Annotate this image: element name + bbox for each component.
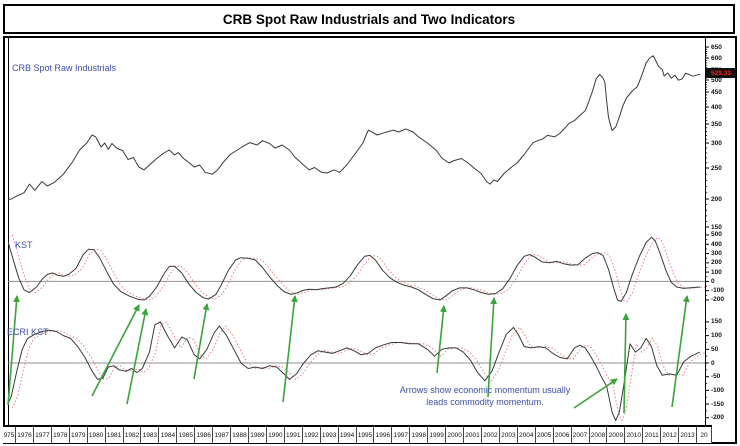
x-axis-year-label: 2013 (679, 427, 698, 443)
x-axis-year-label: 2003 (500, 427, 518, 443)
annotation-line-2: leads commodity momentum. (426, 397, 544, 407)
y-axis-tick-label: 300 (711, 250, 722, 258)
y-axis-tick-label: 200 (711, 195, 722, 203)
x-axis-year-label: 2002 (482, 427, 500, 443)
x-axis-year-label: 1989 (249, 427, 267, 443)
y-axis-tick-label: 0 (711, 277, 715, 285)
last-price-badge: 529.33 (706, 68, 736, 78)
y-axis-tick-label: 100 (711, 268, 722, 276)
x-axis-year-label: 2000 (446, 427, 465, 443)
y-axis-tick-label: 150 (711, 318, 722, 326)
price-series-label: CRB Spot Raw Industrials (12, 63, 117, 73)
x-axis-year-label: 2012 (661, 427, 680, 443)
x-axis-year-label: 975 (3, 427, 16, 443)
x-axis-year-label: 1979 (70, 427, 88, 443)
annotation-line-1: Arrows show economic momentum usually (399, 385, 571, 395)
x-axis-year-label: 1993 (321, 427, 339, 443)
annotation-text: Arrows show economic momentum usually le… (355, 384, 615, 408)
x-axis-year-label: 2009 (607, 427, 626, 443)
x-axis-year-label: 1994 (339, 427, 357, 443)
x-axis-year-label: 1995 (357, 427, 375, 443)
y-axis-tick-label: 500 (711, 76, 722, 84)
y-axis-tick-label: 250 (711, 164, 722, 172)
y-axis-tick-label: 0 (711, 359, 715, 367)
x-axis-year-label: 1988 (231, 427, 249, 443)
y-axis-tick-label: -50 (711, 373, 721, 381)
y-axis-tick-label: 450 (711, 88, 722, 96)
x-axis-year-label: 2001 (464, 427, 482, 443)
y-axis-tick-label: 400 (711, 103, 722, 111)
x-axis-year-label: 1980 (88, 427, 106, 443)
x-axis-year-label: 20 (697, 427, 713, 443)
y-axis-tick-label: -150 (711, 400, 725, 408)
x-axis-year-label: 1978 (52, 427, 70, 443)
y-axis-tick-label: 200 (711, 259, 722, 267)
x-axis-year-label: 2011 (643, 427, 662, 443)
x-axis-year-label: 1998 (410, 427, 429, 443)
y-axis-tick-label: 50 (711, 345, 719, 353)
x-axis-year-label: 1982 (124, 427, 142, 443)
y-axis-tick-label: 600 (711, 54, 722, 62)
x-axis-year-label: 2007 (572, 427, 590, 443)
x-axis-year-label: 2004 (518, 427, 536, 443)
x-axis-year-label: 2010 (625, 427, 644, 443)
chart-title-box: CRB Spot Raw Industrials and Two Indicat… (3, 4, 735, 34)
x-axis-year-label: 1977 (34, 427, 52, 443)
x-axis-year-label: 1976 (16, 427, 34, 443)
chart-area-border (3, 36, 737, 444)
ecri-series-label: ECRI KST (7, 327, 49, 337)
x-axis-year-label: 2005 (536, 427, 554, 443)
x-axis-year-label: 2008 (590, 427, 608, 443)
y-axis-tick-label: 100 (711, 332, 722, 340)
x-axis-year-label: 1991 (285, 427, 303, 443)
x-axis-year-label: 1997 (392, 427, 411, 443)
y-axis-tick-label: 350 (711, 120, 722, 128)
x-axis-year-label: 1987 (213, 427, 232, 443)
kst-series-label: KST (15, 240, 33, 250)
x-axis-year-label: 1986 (195, 427, 214, 443)
y-axis-tick-label: 300 (711, 139, 722, 147)
x-axis-year-label: 1996 (374, 427, 393, 443)
y-axis-tick-label: 500 (711, 231, 722, 239)
x-axis-year-label: 1990 (267, 427, 285, 443)
y-axis-tick-label: -100 (711, 287, 725, 295)
y-axis-tick-label: 650 (711, 43, 722, 51)
y-axis-tick-label: 400 (711, 240, 722, 248)
y-axis-tick-label: 150 (711, 223, 722, 231)
y-axis-tick-label: -200 (711, 296, 725, 304)
x-axis-year-label: 1983 (141, 427, 160, 443)
x-axis-year-label: 1984 (159, 427, 178, 443)
x-axis-years: 975 1976 1977 1978 1979 1980 1981 1982 1983 1984 1… (3, 426, 713, 443)
x-axis-year-label: 1985 (177, 427, 196, 443)
chart-title: CRB Spot Raw Industrials and Two Indicat… (222, 11, 516, 27)
x-axis-year-label: 2006 (554, 427, 572, 443)
x-axis-year-label: 1981 (106, 427, 124, 443)
x-axis-year-label: 1999 (428, 427, 447, 443)
x-axis-year-label: 1992 (303, 427, 321, 443)
y-axis-tick-label: -200 (711, 414, 725, 422)
y-axis-tick-label: -100 (711, 386, 725, 394)
